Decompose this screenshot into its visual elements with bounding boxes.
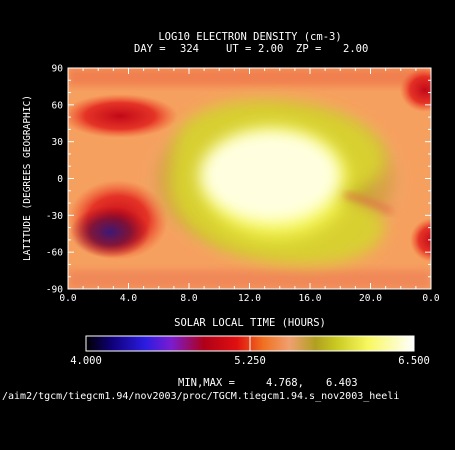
- y-tick-label: -30: [46, 211, 63, 222]
- minmax-max: 6.403: [326, 377, 358, 389]
- y-tick-label: -60: [46, 248, 63, 259]
- x-tick-label: 12.0: [238, 293, 261, 304]
- heatmap-purple-minimum: [70, 206, 150, 258]
- heatmap-daytime-max: [200, 130, 340, 220]
- x-tick-label: 16.0: [299, 293, 322, 304]
- colorbar-min-label: 4.000: [70, 355, 102, 367]
- y-tick-label: 90: [52, 64, 64, 75]
- heatmap-south-band: [68, 270, 431, 289]
- heatmap-red-streak: [344, 193, 393, 214]
- chart-title: LOG10 ELECTRON DENSITY (cm-3): [158, 31, 341, 43]
- minmax-label: MIN,MAX =: [178, 377, 235, 389]
- ut-label: UT =: [226, 43, 251, 55]
- zp-label: ZP =: [296, 43, 321, 55]
- chart-subtitle: DAY = 324 UT = 2.00 ZP = 2.00: [134, 43, 368, 55]
- y-axis: 90 60 30 0 -30 -60 -90: [46, 64, 431, 296]
- x-tick-label: 0.0: [422, 293, 439, 304]
- footer-path: /aim2/tgcm/tiegcm1.94/nov2003/proc/TGCM.…: [2, 391, 399, 402]
- x-axis: 0.0 4.0 8.0 12.0 16.0 20.0 0.0: [59, 68, 440, 304]
- heatmap-ne-red-region: [400, 68, 431, 112]
- x-tick-label: 0.0: [59, 293, 76, 304]
- zp-value: 2.00: [343, 43, 368, 55]
- x-tick-label: 8.0: [180, 293, 197, 304]
- x-axis-label: SOLAR LOCAL TIME (HOURS): [174, 317, 326, 329]
- heatmap-north-band: [68, 68, 431, 86]
- x-tick-label: 20.0: [359, 293, 382, 304]
- minmax-min: 4.768,: [266, 377, 304, 389]
- y-axis-label: LATITUDE (DEGREES GEOGRAPHIC): [22, 95, 33, 261]
- y-tick-label: 60: [52, 100, 64, 111]
- heatmap-field: [68, 68, 431, 289]
- heatmap-east-red-region: [410, 218, 431, 262]
- x-tick-label: 4.0: [120, 293, 137, 304]
- y-tick-label: 0: [57, 174, 63, 185]
- day-label: DAY =: [134, 43, 166, 55]
- colorbar-max-label: 6.500: [398, 355, 430, 367]
- day-value: 324: [180, 43, 199, 55]
- y-tick-label: -90: [46, 285, 63, 296]
- colorbar-mid-label: 5.250: [234, 355, 266, 367]
- heatmap-north-red-region: [68, 94, 178, 138]
- y-tick-label: 30: [52, 137, 64, 148]
- ut-value: 2.00: [258, 43, 283, 55]
